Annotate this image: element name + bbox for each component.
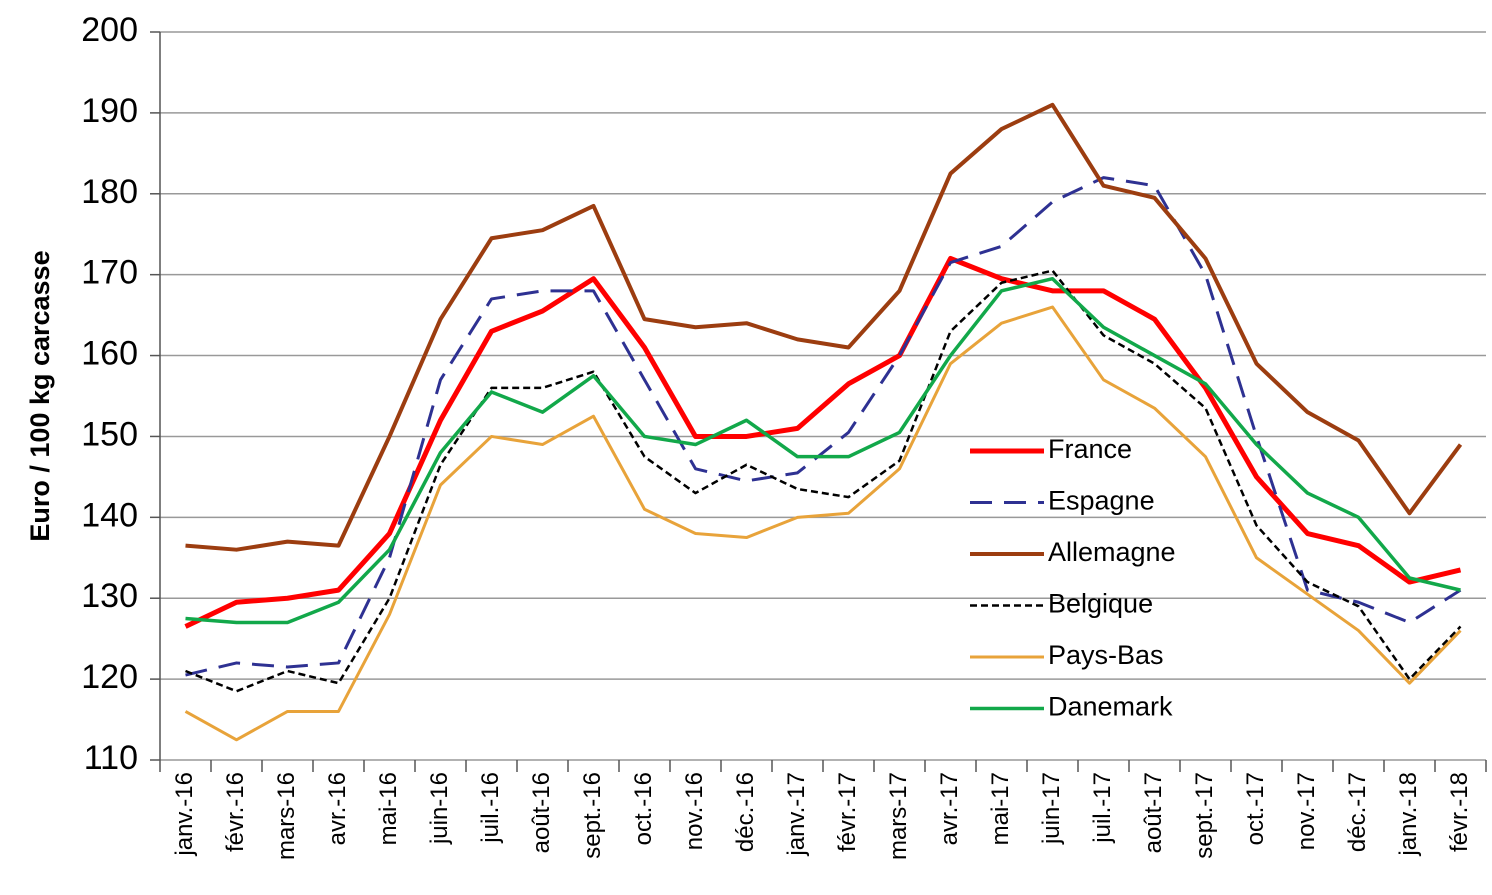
legend-label: Pays-Bas bbox=[1048, 640, 1164, 670]
x-tick-label: déc.-16 bbox=[732, 772, 759, 852]
y-axis-label: Euro / 100 kg carcasse bbox=[25, 250, 55, 541]
x-tick-label: oct.-17 bbox=[1242, 772, 1269, 845]
x-tick-label: janv.-16 bbox=[171, 772, 198, 857]
y-tick-label: 160 bbox=[81, 335, 138, 373]
x-tick-label: août-17 bbox=[1140, 772, 1167, 853]
series-line bbox=[185, 276, 1461, 625]
x-tick-label: mai-16 bbox=[375, 772, 402, 845]
legend-label: Espagne bbox=[1048, 486, 1155, 516]
x-tick-label: oct.-16 bbox=[630, 772, 657, 845]
legend-label: Allemagne bbox=[1048, 537, 1176, 567]
x-tick-label: avr.-17 bbox=[936, 772, 963, 845]
series-line bbox=[185, 102, 1463, 552]
x-tick-label: mai-17 bbox=[987, 772, 1014, 845]
y-tick-label: 110 bbox=[84, 739, 138, 777]
y-tick-label: 150 bbox=[81, 415, 138, 453]
x-tick-label: avr.-16 bbox=[324, 772, 351, 845]
x-tick-label: nov.-16 bbox=[681, 772, 708, 850]
x-tick-label: févr.-16 bbox=[222, 772, 249, 852]
legend-label: Danemark bbox=[1048, 692, 1173, 722]
legend-label: Belgique bbox=[1048, 589, 1153, 619]
y-tick-label: 130 bbox=[81, 577, 138, 615]
x-tick-label: août-16 bbox=[528, 772, 555, 853]
legend-label: France bbox=[1048, 434, 1132, 464]
x-tick-label: juil.-16 bbox=[477, 772, 504, 844]
x-tick-label: mars-17 bbox=[885, 772, 912, 860]
x-tick-label: juil.-17 bbox=[1089, 772, 1116, 844]
x-tick-label: déc.-17 bbox=[1344, 772, 1371, 852]
series-line bbox=[185, 176, 1462, 677]
series-line bbox=[185, 269, 1462, 693]
y-tick-label: 180 bbox=[81, 173, 138, 211]
y-tick-label: 120 bbox=[81, 658, 138, 696]
x-tick-label: juin-17 bbox=[1038, 772, 1065, 845]
x-tick-label: févr.-17 bbox=[834, 772, 861, 852]
y-tick-label: 170 bbox=[81, 254, 138, 292]
series-line bbox=[184, 255, 1462, 629]
y-tick-label: 140 bbox=[81, 496, 138, 534]
y-tick-label: 190 bbox=[81, 92, 138, 130]
x-tick-label: janv.-18 bbox=[1395, 772, 1422, 857]
x-tick-label: juin-16 bbox=[426, 772, 453, 845]
y-tick-label: 200 bbox=[81, 11, 138, 49]
x-tick-label: nov.-17 bbox=[1293, 772, 1320, 850]
x-tick-label: mars-16 bbox=[273, 772, 300, 860]
x-tick-label: févr.-18 bbox=[1446, 772, 1473, 852]
x-tick-label: janv.-17 bbox=[783, 772, 810, 857]
series-line bbox=[184, 305, 1462, 742]
x-tick-label: sept.-17 bbox=[1191, 772, 1218, 859]
x-tick-label: sept.-16 bbox=[579, 772, 606, 859]
